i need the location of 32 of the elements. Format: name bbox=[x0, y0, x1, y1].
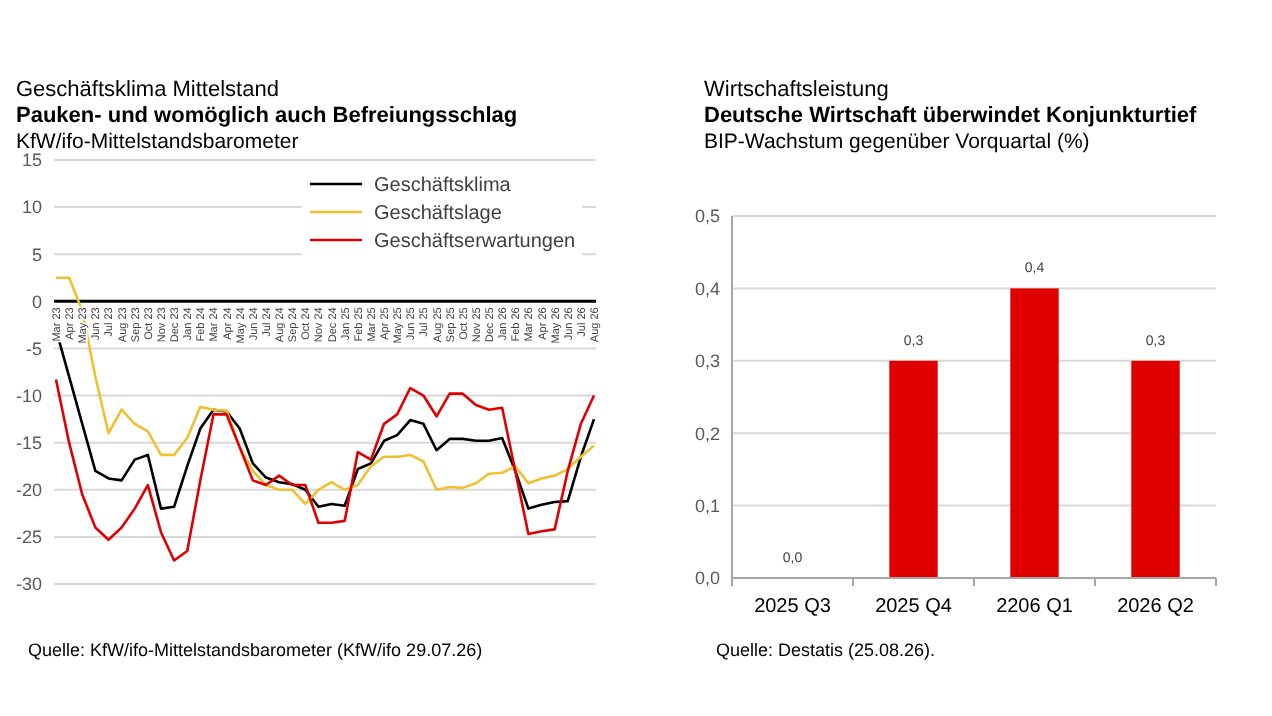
legend-label: Geschäftserwartungen bbox=[374, 231, 576, 253]
x-tick-label: 2206 Q1 bbox=[996, 596, 1074, 618]
chart-title: Wirtschaftsleistung bbox=[704, 78, 889, 102]
y-tick-label: 0,0 bbox=[694, 568, 720, 589]
y-tick-label: 0,5 bbox=[694, 206, 720, 227]
x-tick-label: 2026 Q2 bbox=[1117, 596, 1195, 618]
chart-subtitle: Deutsche Wirtschaft überwindet Konjunkturtief bbox=[704, 104, 1198, 128]
y-tick-label: 5 bbox=[31, 244, 42, 265]
y-tick-label: -30 bbox=[15, 574, 42, 595]
text: KfW/ifo-Mittelstandsbarometer bbox=[16, 130, 300, 154]
legend-label: Geschäftslage bbox=[374, 203, 503, 225]
y-tick-label: -5 bbox=[25, 338, 42, 359]
legend-label: Geschäftsklima bbox=[374, 175, 512, 197]
text: BIP-Wachstum gegenüber Vorquartal (%) bbox=[704, 130, 1090, 154]
y-tick-label: 0,3 bbox=[694, 351, 720, 372]
y-tick-label: -15 bbox=[15, 432, 42, 453]
chart-subtitle: Pauken- und womöglich auch Befreiungsschlag bbox=[16, 104, 518, 128]
y-tick-label: 0,1 bbox=[694, 495, 720, 516]
line-series bbox=[54, 378, 596, 562]
y-tick-label: -10 bbox=[15, 385, 42, 406]
y-tick-label: 10 bbox=[21, 197, 42, 218]
x-tick-label: 2025 Q3 bbox=[754, 596, 832, 618]
y-tick-label: -25 bbox=[15, 527, 42, 548]
y-tick-label: 0 bbox=[31, 291, 42, 312]
y-tick-label: -20 bbox=[15, 480, 42, 501]
x-tick-label: 2025 Q4 bbox=[875, 596, 953, 618]
y-tick-label: 15 bbox=[21, 150, 42, 171]
chart-title: Geschäftsklima Mittelstand bbox=[16, 78, 279, 102]
source-note: Quelle: KfW/ifo-Mittelstandsbarometer (KfW/ifo 29.07.26) bbox=[28, 640, 483, 660]
source-note: Quelle: Destatis (25.08.26). bbox=[716, 640, 936, 660]
y-tick-label: 0,2 bbox=[694, 423, 720, 444]
y-tick-label: 0,4 bbox=[694, 278, 720, 299]
